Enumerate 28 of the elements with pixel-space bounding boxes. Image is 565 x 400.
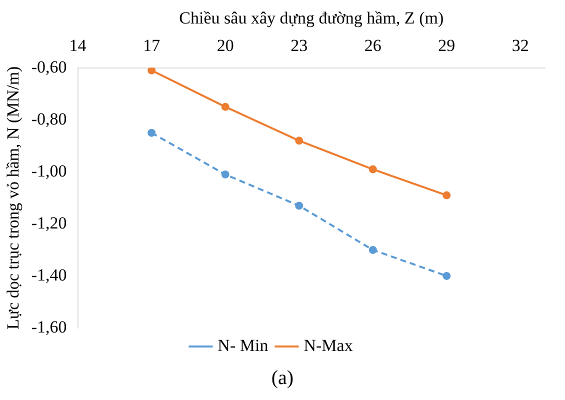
- y-tick-label: -1,20: [31, 213, 67, 232]
- x-tick-label: 14: [69, 36, 87, 56]
- y-tick-label: -0,60: [31, 57, 67, 76]
- x-tick-label: 29: [438, 36, 456, 56]
- x-tick-label: 26: [364, 36, 382, 56]
- y-tick-label: -1,00: [31, 161, 67, 180]
- y-tick-label: -1,40: [31, 265, 67, 284]
- text: (a): [270, 367, 295, 390]
- x-axis-title: Chiều sâu xây dựng đường hầm, Z (m): [179, 8, 444, 28]
- point: [148, 68, 156, 74]
- point: [295, 202, 304, 210]
- y-tick-label: -1,60: [31, 317, 67, 336]
- x-tick-label: 17: [143, 36, 161, 56]
- point: [368, 246, 377, 254]
- point: [442, 272, 451, 280]
- x-tick-label: 23: [290, 36, 308, 56]
- point: [148, 128, 156, 137]
- y-tick-label: -0,80: [31, 109, 67, 128]
- legend-label: N-Max: [304, 336, 354, 355]
- point: [221, 102, 230, 111]
- point: [295, 136, 304, 145]
- y-axis-title: Lực dọc trục trong vỏ hầm, N (MN/m): [4, 66, 23, 330]
- x-tick-label: 32: [512, 36, 529, 56]
- legend-label: N- Min: [218, 336, 269, 355]
- point: [221, 170, 230, 178]
- x-tick-label: 20: [216, 36, 234, 56]
- point: [368, 165, 377, 174]
- point: [442, 191, 451, 200]
